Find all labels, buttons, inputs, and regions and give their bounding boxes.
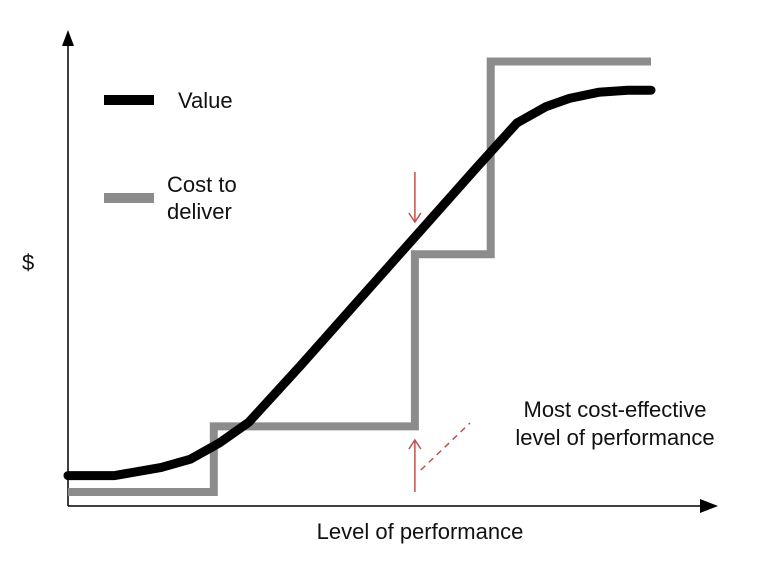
legend: Value Cost to deliver xyxy=(104,88,243,224)
annotation-text-line-2: level of performance xyxy=(515,425,714,450)
annotation-leader-line xyxy=(420,422,471,471)
x-axis-arrowhead xyxy=(700,499,718,513)
y-axis-arrowhead xyxy=(62,30,74,46)
legend-label-cost-to-deliver: Cost to deliver xyxy=(167,172,243,224)
series-line-value xyxy=(63,85,656,481)
annotation-arrow-head xyxy=(408,212,422,224)
x-axis-label: Level of performance xyxy=(317,519,524,544)
annotation-arrow-up xyxy=(408,438,422,492)
annotation-text-line-1: Most cost-effective xyxy=(524,397,707,422)
legend-label-value: Value xyxy=(178,88,233,113)
series-line-cost-to-deliver xyxy=(68,57,651,496)
y-axis-label: $ xyxy=(22,250,34,275)
annotation-arrow-head xyxy=(408,438,422,450)
annotation-arrow-down xyxy=(408,172,422,224)
annotation: Most cost-effective level of performance xyxy=(408,172,715,492)
